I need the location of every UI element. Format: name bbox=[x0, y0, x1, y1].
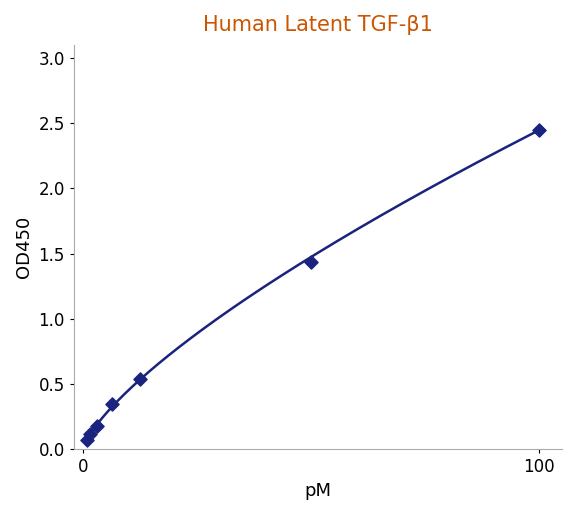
Point bbox=[85, 430, 95, 438]
Point bbox=[136, 375, 145, 383]
Point bbox=[82, 436, 91, 444]
Point bbox=[534, 126, 544, 134]
Point bbox=[107, 400, 116, 408]
Title: Human Latent TGF-β1: Human Latent TGF-β1 bbox=[203, 15, 433, 35]
Point bbox=[306, 258, 316, 266]
Point bbox=[93, 422, 102, 430]
Y-axis label: OD450: OD450 bbox=[15, 216, 33, 278]
X-axis label: pM: pM bbox=[305, 482, 331, 500]
